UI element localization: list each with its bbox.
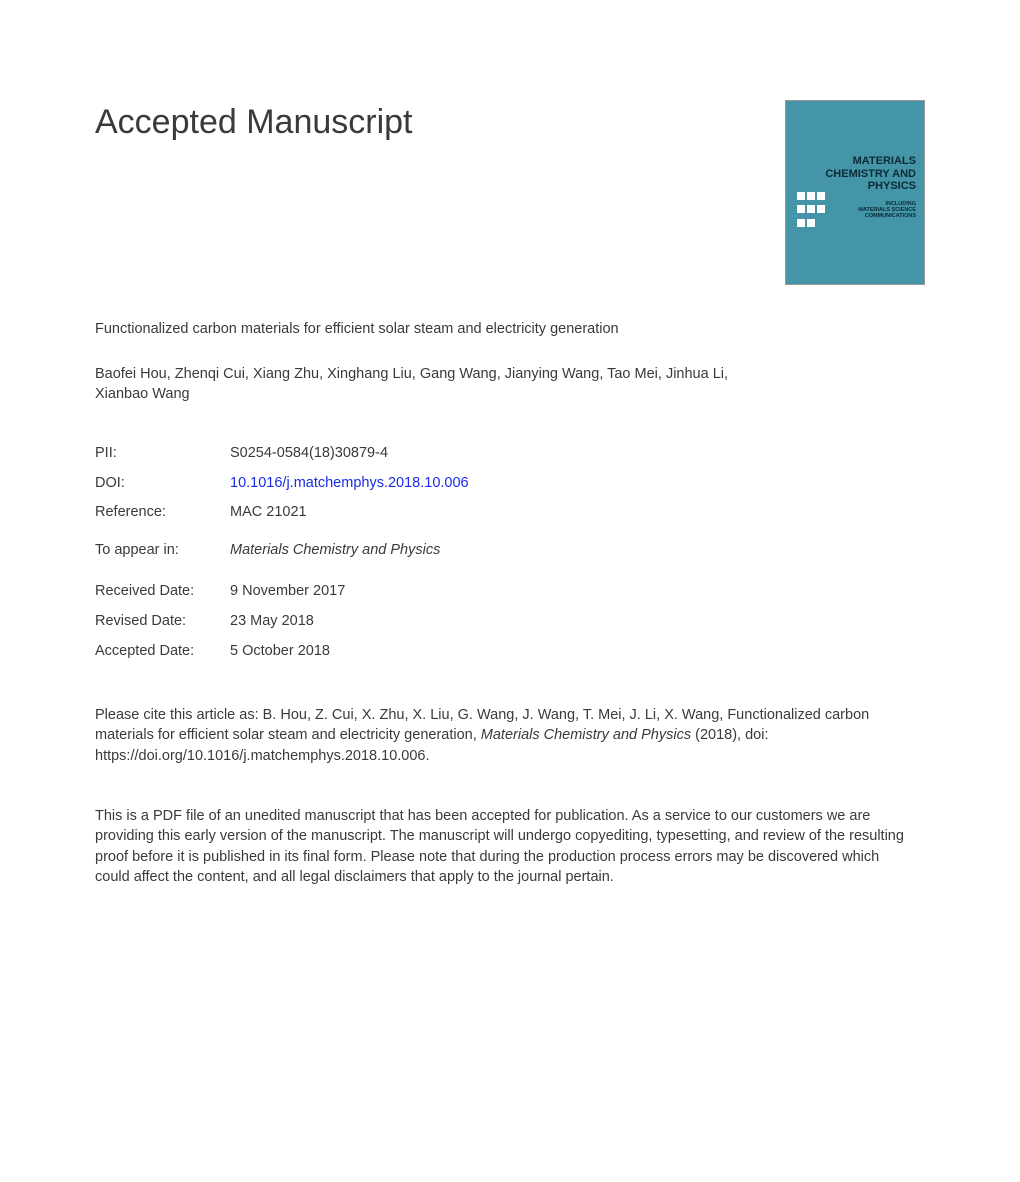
authors-list: Baofei Hou, Zhenqi Cui, Xiang Zhu, Xingh…: [95, 364, 755, 405]
accepted-manuscript-title: Accepted Manuscript: [95, 100, 413, 146]
reference-row: Reference: MAC 21021: [95, 503, 925, 523]
accepted-date-value: 5 October 2018: [230, 642, 330, 662]
journal-cover-graphic: [796, 191, 846, 241]
received-date-row: Received Date: 9 November 2017: [95, 582, 925, 602]
dates-table: Received Date: 9 November 2017 Revised D…: [95, 582, 925, 661]
accepted-date-row: Accepted Date: 5 October 2018: [95, 642, 925, 662]
accepted-date-label: Accepted Date:: [95, 642, 230, 662]
reference-value: MAC 21021: [230, 503, 307, 523]
journal-cover-title-line1: MATERIALS: [853, 155, 916, 167]
to-appear-value: Materials Chemistry and Physics: [230, 541, 440, 561]
metadata-table: PII: S0254-0584(18)30879-4 DOI: 10.1016/…: [95, 444, 925, 523]
to-appear-label: To appear in:: [95, 541, 230, 561]
journal-cover-thumbnail: MATERIALS CHEMISTRY AND PHYSICS INCLUDIN…: [785, 100, 925, 285]
disclaimer-text: This is a PDF file of an unedited manusc…: [95, 806, 905, 887]
revised-date-row: Revised Date: 23 May 2018: [95, 612, 925, 632]
revised-date-value: 23 May 2018: [230, 612, 314, 632]
doi-link[interactable]: 10.1016/j.matchemphys.2018.10.006: [230, 474, 469, 494]
journal-cover-title-line2: CHEMISTRY AND: [825, 168, 916, 180]
doi-label: DOI:: [95, 474, 230, 494]
citation-text: Please cite this article as: B. Hou, Z. …: [95, 705, 905, 766]
journal-cover-subtitle: INCLUDING MATERIALS SCIENCE COMMUNICATIO…: [856, 201, 916, 219]
pii-row: PII: S0254-0584(18)30879-4: [95, 444, 925, 464]
journal-cover-title-line3: PHYSICS: [868, 180, 916, 192]
journal-cover-title: MATERIALS CHEMISTRY AND PHYSICS: [825, 155, 916, 193]
doi-row: DOI: 10.1016/j.matchemphys.2018.10.006: [95, 474, 925, 494]
reference-label: Reference:: [95, 503, 230, 523]
header-row: Accepted Manuscript MATERIALS CHEMISTRY …: [95, 100, 925, 285]
to-appear-row: To appear in: Materials Chemistry and Ph…: [95, 541, 925, 561]
pii-value: S0254-0584(18)30879-4: [230, 444, 388, 464]
citation-journal: Materials Chemistry and Physics: [481, 727, 691, 743]
article-title: Functionalized carbon materials for effi…: [95, 320, 735, 340]
received-date-value: 9 November 2017: [230, 582, 345, 602]
received-date-label: Received Date:: [95, 582, 230, 602]
pii-label: PII:: [95, 444, 230, 464]
revised-date-label: Revised Date:: [95, 612, 230, 632]
